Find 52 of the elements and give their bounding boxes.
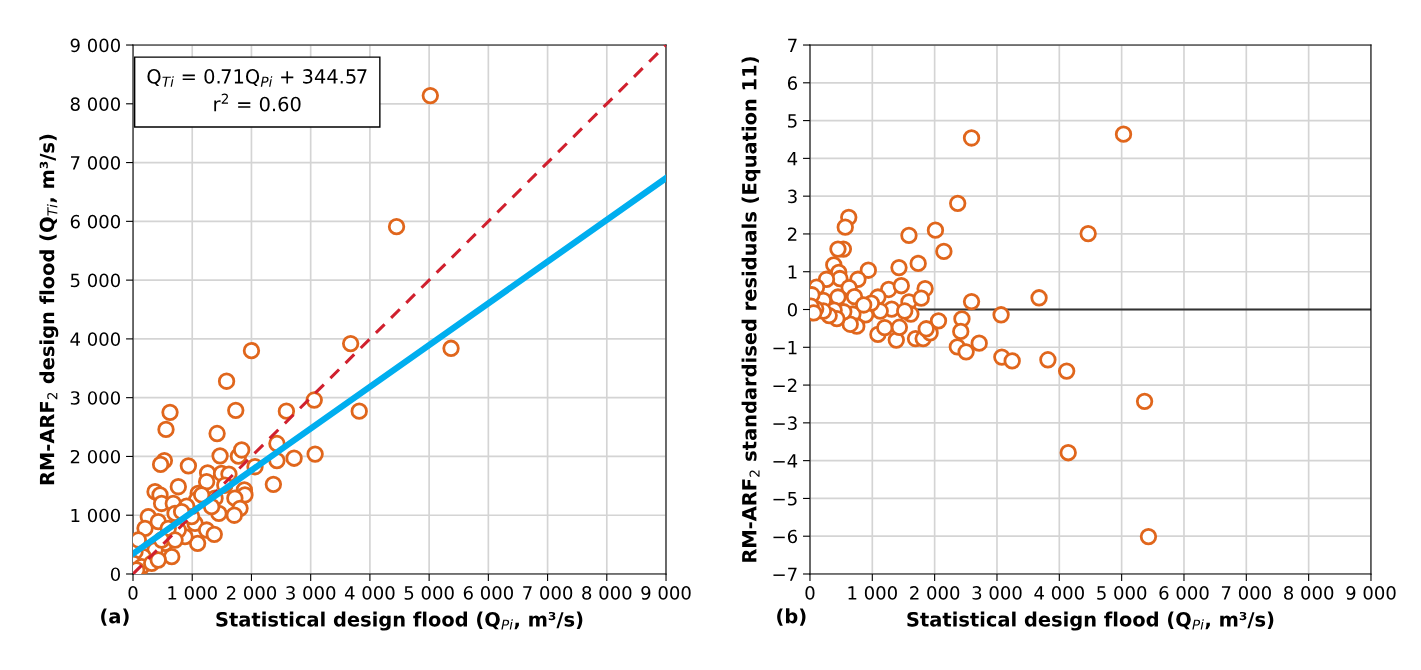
y-tick-label: 6 000 <box>70 214 120 229</box>
y-tick-label: 9 000 <box>70 38 120 53</box>
y-axis-title: RM-ARF$_{2}$ design flood (Q$_{Ti}$, m³/s) <box>39 134 59 485</box>
text: (b) <box>777 608 806 626</box>
y-tick-label: 1 <box>788 265 797 279</box>
text: (a) <box>101 608 129 626</box>
x-axis-title: Statistical design flood (Q$_{Pi}$, m³/s) <box>216 611 583 631</box>
x-tick-label: 1 000 <box>168 586 217 600</box>
y-tick-label: 7 <box>788 38 797 52</box>
x-tick-label: 3 000 <box>972 586 1022 600</box>
y-tick-label: 5 <box>788 114 797 128</box>
x-tick-label: 4 000 <box>1034 586 1084 600</box>
y-tick-label: 8 000 <box>70 97 120 111</box>
x-tick-label: 5 000 <box>404 586 454 600</box>
y-tick-label: 6 <box>787 76 798 90</box>
y-tick-label: −5 <box>773 492 797 506</box>
x-tick-label: 6 000 <box>463 586 513 600</box>
y-tick-label: −7 <box>773 567 797 581</box>
x-tick-label: 3 000 <box>286 586 336 600</box>
x-tick-label: 4 000 <box>344 586 395 600</box>
y-tick-label: −4 <box>773 454 798 468</box>
x-tick-label: 2 000 <box>910 586 960 600</box>
y-tick-label: 2 000 <box>70 449 120 464</box>
x-tick-label: 9 000 <box>641 586 691 600</box>
x-tick-label: 2 000 <box>226 586 277 600</box>
x-tick-label: 6 000 <box>1159 586 1209 600</box>
x-tick-label: 0 <box>128 586 138 600</box>
y-tick-label: 7 000 <box>70 156 120 170</box>
x-tick-label: 7 000 <box>1221 586 1271 600</box>
x-tick-label: 8 000 <box>1284 586 1334 600</box>
x-tick-label: 8 000 <box>582 586 632 600</box>
y-tick-label: 3 <box>788 189 797 204</box>
x-tick-label: 9 000 <box>1346 586 1396 600</box>
y-tick-label: 1 000 <box>71 508 120 523</box>
x-axis-title: Statistical design flood (Q$_{Pi}$, m³/s) <box>907 611 1274 631</box>
x-tick-label: 0 <box>805 586 815 600</box>
y-tick-label: −1 <box>773 340 797 355</box>
x-tick-label: 5 000 <box>1097 586 1147 600</box>
y-tick-label: 0 <box>787 302 797 317</box>
y-tick-label: −3 <box>773 416 797 430</box>
y-tick-label: −2 <box>773 378 797 392</box>
y-tick-label: 5 000 <box>70 273 120 288</box>
x-tick-label: 1 000 <box>848 586 897 600</box>
y-tick-label: 3 000 <box>70 391 120 405</box>
y-tick-label: 2 <box>788 227 797 241</box>
y-tick-label: 4 000 <box>70 332 120 347</box>
y-tick-label: 4 <box>787 152 798 166</box>
x-tick-label: 7 000 <box>523 586 573 600</box>
y-tick-label: −6 <box>773 529 798 544</box>
y-tick-label: 0 <box>110 567 120 582</box>
y-axis-title: RM-ARF$_{2}$ standardised residuals (Equation 11) <box>741 57 761 562</box>
text: Q$_{Ti}$ = 0.71Q$_{Pi}$ + 344.57 r$^{2}$ = 0.60 <box>147 69 367 112</box>
